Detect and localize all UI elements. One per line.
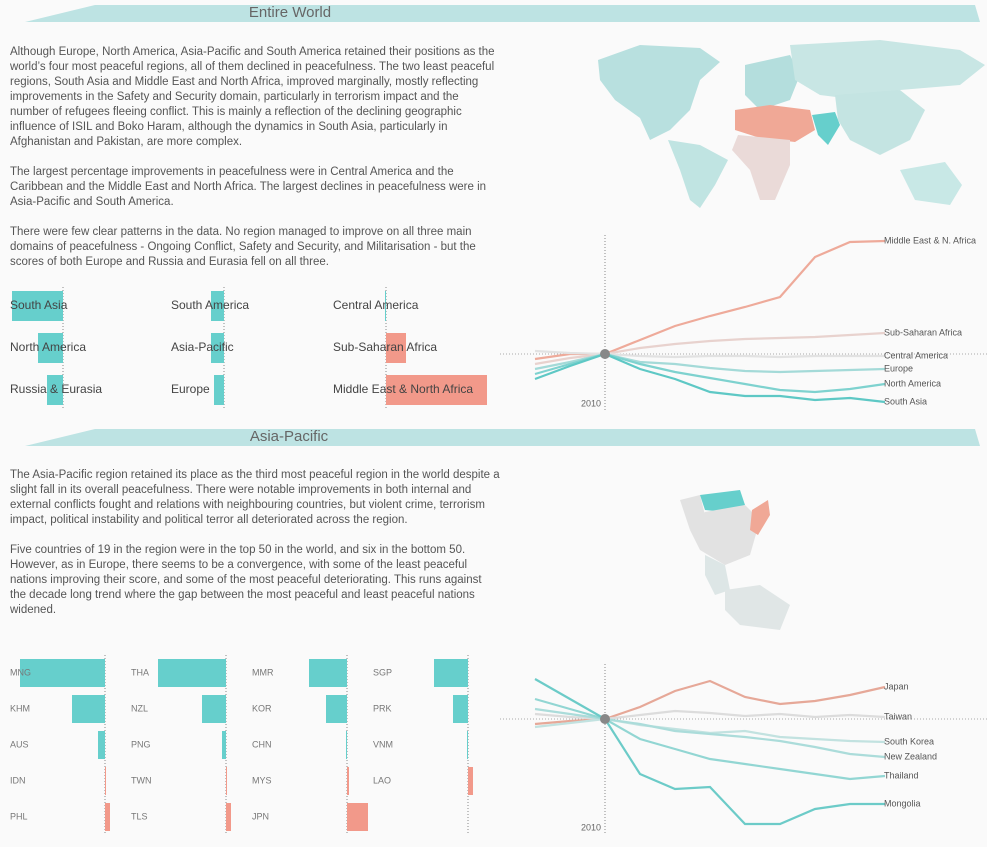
series-label: North America bbox=[884, 378, 941, 388]
x-tick-label: 2010 bbox=[581, 822, 601, 832]
bar bbox=[105, 803, 110, 831]
bar-label: South America bbox=[171, 298, 249, 312]
series-line bbox=[534, 697, 886, 781]
bar-label: SGP bbox=[373, 667, 392, 677]
bar-label: PNG bbox=[131, 739, 151, 749]
bar bbox=[226, 767, 227, 795]
bar-label: TWN bbox=[131, 775, 152, 785]
bar-label: MYS bbox=[252, 775, 272, 785]
origin-dot bbox=[600, 349, 610, 359]
world-map bbox=[598, 40, 985, 208]
bar bbox=[158, 659, 226, 687]
bar-label: AUS bbox=[10, 739, 29, 749]
series-line bbox=[534, 678, 885, 826]
bar bbox=[214, 375, 224, 405]
bar bbox=[98, 731, 105, 759]
bar-label: PHL bbox=[10, 811, 28, 821]
bar bbox=[211, 333, 224, 363]
asia-pacific-map bbox=[680, 490, 790, 630]
paragraph: There were few clear patterns in the dat… bbox=[10, 226, 476, 268]
bar bbox=[222, 731, 226, 759]
bar-label: THA bbox=[131, 667, 149, 677]
series-label: Japan bbox=[884, 681, 909, 691]
series-label: South Asia bbox=[884, 396, 927, 406]
series-label: Sub-Saharan Africa bbox=[884, 327, 962, 337]
series-line bbox=[534, 707, 886, 759]
banner bbox=[25, 429, 980, 446]
bar-label: Asia-Pacific bbox=[171, 340, 234, 354]
bar-label: North America bbox=[10, 340, 86, 354]
bar bbox=[326, 695, 347, 723]
paragraph: Five countries of 19 in the region were … bbox=[10, 544, 482, 616]
bar-label: NZL bbox=[131, 703, 148, 713]
bar bbox=[202, 695, 226, 723]
series-label: Mongolia bbox=[884, 798, 921, 808]
section-title: Entire World bbox=[249, 4, 331, 21]
bar bbox=[105, 767, 106, 795]
bar-label: MNG bbox=[10, 667, 31, 677]
bar-label: CHN bbox=[252, 739, 272, 749]
bar-label: TLS bbox=[131, 811, 148, 821]
bar-label: LAO bbox=[373, 775, 391, 785]
bar bbox=[347, 767, 349, 795]
paragraph: Although Europe, North America, Asia-Pac… bbox=[10, 46, 495, 148]
series-label: Thailand bbox=[884, 770, 919, 780]
bar bbox=[211, 291, 224, 321]
bar-label: Europe bbox=[171, 382, 210, 396]
series-label: Taiwan bbox=[884, 711, 912, 721]
bar bbox=[434, 659, 468, 687]
bar bbox=[453, 695, 468, 723]
bar-label: KOR bbox=[252, 703, 272, 713]
bar-label: JPN bbox=[252, 811, 269, 821]
paragraph: The largest percentage improvements in p… bbox=[10, 166, 487, 208]
series-line bbox=[534, 717, 886, 744]
bar-label: Middle East & North Africa bbox=[333, 382, 473, 396]
bar-label: KHM bbox=[10, 703, 30, 713]
bar-label: PRK bbox=[373, 703, 392, 713]
bar bbox=[226, 803, 231, 831]
bar bbox=[386, 333, 406, 363]
bar-label: South Asia bbox=[10, 298, 68, 312]
series-line bbox=[534, 352, 886, 404]
bar bbox=[47, 375, 63, 405]
bar-label: Russia & Eurasia bbox=[10, 382, 102, 396]
series-label: Central America bbox=[884, 350, 948, 360]
section-text: Although Europe, North America, Asia-Pac… bbox=[10, 45, 500, 270]
series-label: Middle East & N. Africa bbox=[884, 235, 976, 245]
bar bbox=[20, 659, 105, 687]
bar bbox=[38, 333, 63, 363]
bar-label: Sub-Saharan Africa bbox=[333, 340, 437, 354]
series-label: South Korea bbox=[884, 736, 934, 746]
bar bbox=[467, 731, 468, 759]
series-label: Europe bbox=[884, 363, 913, 373]
bar-label: Central America bbox=[333, 298, 419, 312]
series-line bbox=[534, 349, 885, 359]
bar bbox=[386, 375, 487, 405]
bar-label: MMR bbox=[252, 667, 274, 677]
bar-label: IDN bbox=[10, 775, 26, 785]
bar-label: VNM bbox=[373, 739, 393, 749]
bar bbox=[346, 731, 347, 759]
section-title: Asia-Pacific bbox=[250, 428, 329, 445]
bar bbox=[72, 695, 105, 723]
x-tick-label: 2010 bbox=[581, 398, 601, 408]
bar bbox=[12, 291, 63, 321]
bar bbox=[468, 767, 473, 795]
bar bbox=[347, 803, 368, 831]
bar bbox=[309, 659, 347, 687]
series-line bbox=[534, 331, 886, 366]
bar bbox=[385, 291, 386, 321]
banner bbox=[25, 5, 980, 22]
origin-dot bbox=[600, 714, 610, 724]
paragraph: The Asia-Pacific region retained its pla… bbox=[10, 469, 500, 526]
series-label: New Zealand bbox=[884, 751, 937, 761]
section-text: The Asia-Pacific region retained its pla… bbox=[10, 468, 500, 618]
